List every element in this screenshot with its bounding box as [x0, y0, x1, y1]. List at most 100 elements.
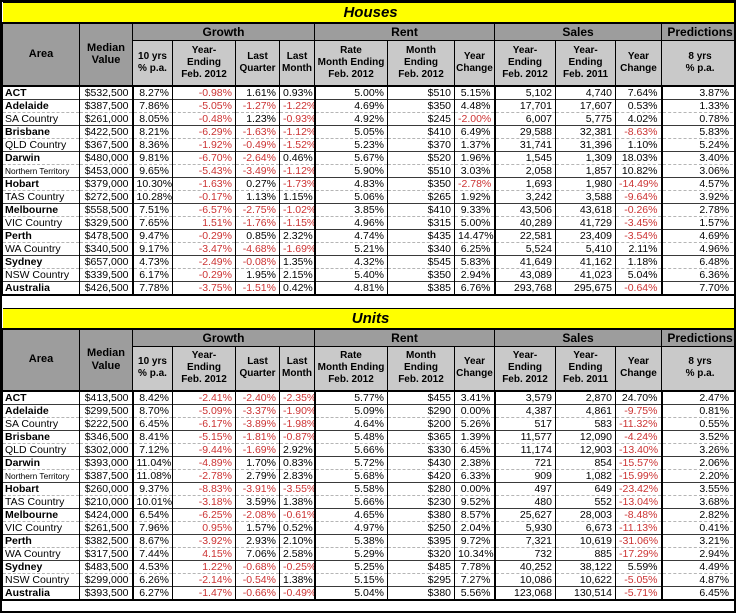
- cell-area: Northern Territory: [2, 163, 80, 177]
- cell-median-value: $426,500: [79, 280, 133, 295]
- cell-growth-year-ending: -0.48%: [172, 111, 236, 125]
- cell-growth-last-quarter: -0.49%: [235, 137, 280, 151]
- cell-growth-10yrs: 7.96%: [131, 521, 173, 535]
- cell-area: Hobart: [2, 482, 80, 496]
- table-row: Perth $382,500 8.67% -3.92% 2.93% 2.10% 5.38% $…: [2, 534, 734, 548]
- cell-sales-year-ending-2011: 10,619: [555, 534, 616, 548]
- cell-median-value: $424,000: [79, 508, 133, 522]
- cell-rent-rate: 5.05%: [313, 124, 388, 138]
- cell-area: Melbourne: [2, 202, 80, 216]
- cell-growth-last-month: 2.32%: [279, 228, 315, 242]
- cell-sales-year-change: -5.71%: [615, 586, 662, 600]
- cell-median-value: $260,000: [79, 482, 133, 496]
- cell-growth-last-month: -1.15%: [279, 215, 315, 229]
- cell-sales-year-change: 2.11%: [615, 241, 662, 255]
- cell-rent-year-change: 5.56%: [454, 586, 495, 600]
- cell-growth-last-quarter: 0.85%: [235, 228, 280, 242]
- cell-rent-year-change: 6.33%: [454, 469, 495, 483]
- cell-growth-last-quarter: 2.93%: [235, 534, 280, 548]
- cell-growth-last-quarter: 2.79%: [235, 469, 280, 483]
- cell-median-value: $261,500: [79, 521, 133, 535]
- cell-rent-rate: 4.65%: [313, 508, 388, 522]
- cell-growth-last-quarter: 1.70%: [235, 456, 280, 470]
- cell-rent-month-ending: $340: [387, 241, 455, 255]
- cell-area: VIC Country: [2, 521, 80, 535]
- table-row: Melbourne $424,000 6.54% -6.25% -2.08% -0.61%…: [2, 508, 734, 522]
- cell-growth-10yrs: 6.27%: [131, 586, 173, 600]
- cell-median-value: $387,500: [79, 98, 133, 112]
- cell-rent-year-change: 6.76%: [454, 280, 495, 295]
- cell-rent-rate: 5.48%: [313, 430, 388, 444]
- table-row: Australia $393,500 6.27% -1.47% -0.66% -0.49%…: [2, 586, 734, 600]
- cell-rent-year-change: 9.52%: [454, 495, 495, 509]
- cell-median-value: $483,500: [79, 560, 133, 574]
- cell-median-value: $339,500: [79, 267, 133, 281]
- cell-median-value: $379,000: [79, 176, 133, 190]
- cell-prediction-8yrs: 3.92%: [660, 189, 734, 203]
- cell-sales-year-ending-2012: 6,007: [493, 111, 556, 125]
- cell-growth-last-month: 0.42%: [279, 280, 315, 295]
- cell-prediction-8yrs: 2.06%: [660, 456, 734, 470]
- column-header-growth-last-month: Last Month: [279, 345, 315, 392]
- table-row: ACT $413,500 8.42% -2.41% -2.40% -2.35% 5.77% $…: [2, 391, 734, 405]
- units-table: Units Area Median Value Growth Rent Sale…: [2, 307, 734, 602]
- cell-rent-month-ending: $230: [387, 495, 455, 509]
- cell-sales-year-ending-2012: 732: [493, 547, 556, 561]
- table-row: SA Country $222,500 6.45% -6.17% -3.89% -1.98…: [2, 417, 734, 431]
- column-header-sales-year-ending-2011: Year- Ending Feb. 2011: [555, 345, 616, 392]
- cell-rent-year-change: 6.45%: [454, 443, 495, 457]
- cell-sales-year-change: 1.18%: [615, 254, 662, 268]
- cell-area: WA Country: [2, 547, 80, 561]
- cell-growth-year-ending: -1.63%: [172, 176, 236, 190]
- cell-growth-10yrs: 4.73%: [131, 254, 173, 268]
- cell-growth-10yrs: 7.65%: [131, 215, 173, 229]
- cell-sales-year-ending-2011: 4,861: [555, 404, 616, 418]
- cell-prediction-8yrs: 4.49%: [660, 560, 734, 574]
- cell-sales-year-ending-2012: 22,581: [493, 228, 556, 242]
- cell-rent-year-change: 5.83%: [454, 254, 495, 268]
- cell-rent-rate: 5.40%: [313, 267, 388, 281]
- cell-area: SA Country: [2, 111, 80, 125]
- cell-median-value: $222,500: [79, 417, 133, 431]
- cell-growth-10yrs: 6.54%: [131, 508, 173, 522]
- cell-median-value: $272,500: [79, 189, 133, 203]
- cell-sales-year-change: -3.54%: [615, 228, 662, 242]
- cell-area: Northern Territory: [2, 469, 80, 483]
- cell-rent-year-change: 9.33%: [454, 202, 495, 216]
- column-header-median-value: Median Value: [79, 22, 133, 86]
- cell-sales-year-ending-2011: 552: [555, 495, 616, 509]
- cell-area: Sydney: [2, 560, 80, 574]
- cell-rent-rate: 5.00%: [313, 85, 388, 99]
- table-row: Northern Territory $453,000 9.65% -5.43% -3.…: [2, 163, 734, 177]
- cell-rent-rate: 5.72%: [313, 456, 388, 470]
- cell-median-value: $422,500: [79, 124, 133, 138]
- cell-growth-10yrs: 8.27%: [131, 85, 173, 99]
- column-header-rent-year-change: Year Change: [454, 40, 495, 86]
- cell-sales-year-ending-2011: 4,740: [555, 85, 616, 99]
- column-header-sales-year-change: Year Change: [615, 345, 662, 392]
- section-title: Units: [2, 308, 734, 330]
- cell-prediction-8yrs: 1.57%: [660, 215, 734, 229]
- cell-area: Brisbane: [2, 124, 80, 138]
- cell-growth-last-quarter: -1.27%: [235, 98, 280, 112]
- cell-prediction-8yrs: 0.78%: [660, 111, 734, 125]
- cell-sales-year-change: -11.32%: [615, 417, 662, 431]
- cell-rent-month-ending: $410: [387, 202, 455, 216]
- cell-prediction-8yrs: 2.94%: [660, 547, 734, 561]
- table-row: TAS Country $272,500 10.28% -0.17% 1.13% 1.15…: [2, 189, 734, 203]
- cell-growth-year-ending: -6.29%: [172, 124, 236, 138]
- table-row: QLD Country $367,500 8.36% -1.92% -0.49% -1.5…: [2, 137, 734, 151]
- cell-rent-month-ending: $410: [387, 124, 455, 138]
- cell-growth-10yrs: 6.17%: [131, 267, 173, 281]
- cell-prediction-8yrs: 7.70%: [660, 280, 734, 295]
- cell-median-value: $387,500: [79, 469, 133, 483]
- cell-rent-month-ending: $280: [387, 482, 455, 496]
- cell-area: ACT: [2, 85, 80, 99]
- cell-rent-month-ending: $330: [387, 443, 455, 457]
- cell-growth-last-quarter: -0.68%: [235, 560, 280, 574]
- column-header-growth-last-quarter: Last Quarter: [235, 345, 280, 392]
- cell-growth-last-quarter: 1.23%: [235, 111, 280, 125]
- cell-sales-year-ending-2011: 32,381: [555, 124, 616, 138]
- cell-rent-year-change: 14.47%: [454, 228, 495, 242]
- cell-growth-last-quarter: -3.91%: [235, 482, 280, 496]
